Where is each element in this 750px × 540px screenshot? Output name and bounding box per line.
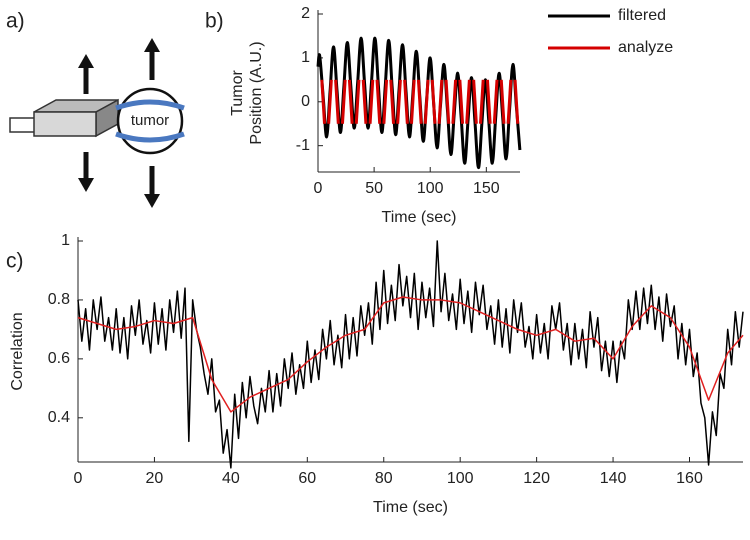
series-line — [77, 296, 744, 413]
series-line — [327, 79, 333, 124]
panel-label: c) — [6, 250, 24, 273]
series-line — [465, 79, 471, 124]
series-line — [347, 79, 354, 124]
series-line — [375, 79, 382, 124]
series-line — [382, 79, 389, 124]
series-line — [437, 79, 444, 124]
y-axis-label: Tumor — [229, 70, 246, 116]
y-tick-label: -1 — [296, 137, 310, 154]
series-line — [423, 79, 430, 124]
legend-label: analyze — [618, 39, 673, 56]
x-tick-label: 100 — [417, 180, 444, 197]
series-line — [472, 79, 478, 124]
x-tick-label: 140 — [600, 470, 627, 487]
x-tick-label: 80 — [375, 470, 393, 487]
tumor-label: tumor — [131, 112, 169, 129]
series-line — [368, 79, 375, 124]
arrows — [78, 38, 160, 208]
series-line — [389, 79, 396, 124]
legend-label: filtered — [618, 7, 666, 24]
series-line — [340, 79, 347, 124]
series-line — [513, 79, 520, 124]
y-tick-label: 1 — [301, 49, 310, 66]
x-tick-label: 120 — [523, 470, 550, 487]
y-tick-label: 2 — [301, 5, 310, 22]
panel: c) 0.4 0.6 0.8 1 0 20 40 60 80 100 120 140 160 Time (s… — [6, 232, 744, 516]
x-axis-label: Time (sec) — [373, 499, 448, 516]
panel: b) -1 0 1 2 0 50 100 150 Time (sec) Tumor Position … — [205, 5, 673, 226]
series-line — [499, 79, 506, 124]
series-line — [451, 79, 458, 124]
series-line — [479, 79, 485, 124]
y-axis-label: Correlation — [9, 312, 26, 390]
series-line — [485, 79, 492, 124]
x-tick-label: 160 — [676, 470, 703, 487]
series-line — [396, 79, 402, 124]
x-tick-label: 100 — [447, 470, 474, 487]
x-tick-label: 150 — [473, 180, 500, 197]
series-line — [458, 79, 465, 124]
x-tick-label: 0 — [314, 180, 323, 197]
y-tick-label: 1 — [61, 232, 70, 249]
x-tick-label: 40 — [222, 470, 240, 487]
series-line — [354, 79, 361, 124]
series-line — [506, 79, 513, 124]
series-line — [320, 79, 327, 124]
y-tick-label: 0.6 — [48, 350, 70, 367]
x-axis-label: Time (sec) — [382, 209, 457, 226]
panel-label: b) — [205, 10, 224, 33]
x-tick-label: 50 — [365, 180, 383, 197]
y-tick-label: 0.4 — [48, 409, 70, 426]
series-line — [77, 240, 744, 469]
series-line — [403, 79, 409, 124]
x-tick-label: 60 — [298, 470, 316, 487]
panel-label: a) — [6, 10, 25, 33]
y-tick-label: 0.8 — [48, 291, 70, 308]
series-line — [334, 79, 340, 124]
probe — [9, 98, 119, 138]
series-line — [361, 79, 368, 124]
target-band — [115, 99, 185, 143]
x-tick-label: 20 — [146, 470, 164, 487]
series-line — [492, 79, 499, 124]
x-tick-label: 0 — [74, 470, 83, 487]
series-line — [444, 79, 451, 124]
series-line — [416, 79, 423, 124]
series-line — [430, 79, 437, 124]
diagram: a) tumor — [6, 10, 185, 208]
series-line — [409, 79, 416, 124]
y-tick-label: 0 — [301, 93, 310, 110]
y-axis-label: Position (A.U.) — [248, 41, 265, 144]
